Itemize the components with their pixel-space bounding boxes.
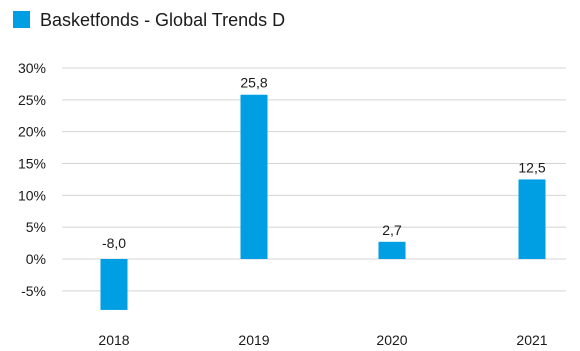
data-label-2019: 25,8 (240, 75, 267, 91)
y-tick-label: 0% (26, 251, 46, 267)
x-axis-categories: 2018 2019 2020 2021 (98, 332, 547, 348)
y-tick-label: -5% (21, 283, 46, 299)
y-axis-ticks: 30% 25% 20% 15% 10% 5% 0% -5% (18, 60, 46, 299)
legend-swatch (13, 11, 30, 28)
legend-label: Basketfonds - Global Trends D (40, 10, 285, 30)
data-label-2018: -8,0 (102, 235, 126, 251)
bar-2021 (518, 179, 546, 259)
data-label-2021: 12,5 (518, 159, 545, 175)
y-tick-label: 15% (18, 156, 46, 172)
y-tick-label: 10% (18, 187, 46, 203)
x-category-label: 2021 (516, 332, 547, 348)
x-category-label: 2020 (376, 332, 407, 348)
data-label-2020: 2,7 (382, 222, 402, 238)
x-category-label: 2018 (98, 332, 129, 348)
data-labels: -8,0 25,8 2,7 12,5 (102, 75, 546, 251)
y-tick-label: 25% (18, 92, 46, 108)
y-tick-label: 20% (18, 124, 46, 140)
x-category-label: 2019 (238, 332, 269, 348)
y-tick-label: 5% (26, 219, 46, 235)
bar-2018 (100, 259, 128, 310)
legend: Basketfonds - Global Trends D (13, 10, 285, 30)
y-tick-label: 30% (18, 60, 46, 76)
bar-2019 (240, 94, 268, 260)
bars (100, 94, 546, 310)
gridlines (62, 67, 566, 292)
bar-2020 (378, 241, 406, 259)
